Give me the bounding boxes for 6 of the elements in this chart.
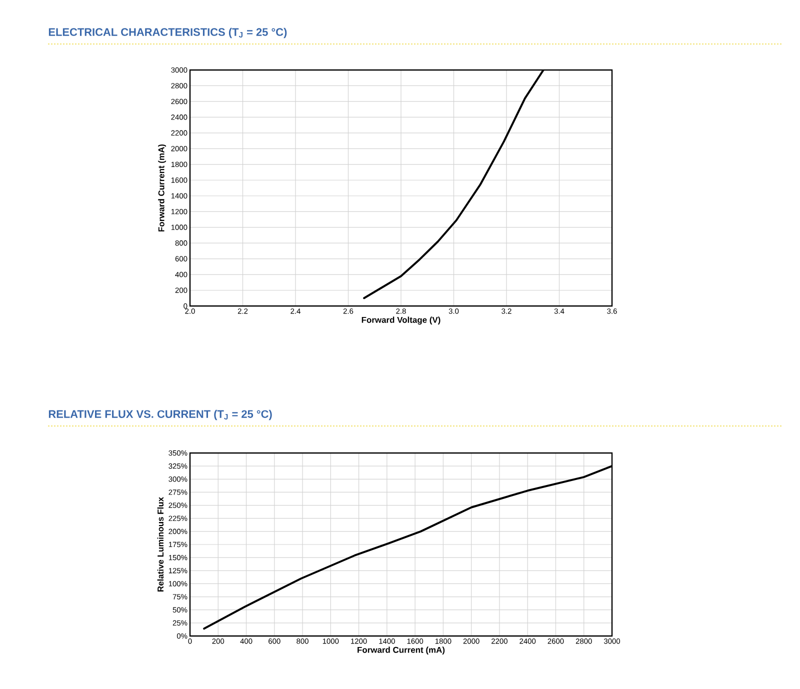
y-axis-title: Forward Current (mA) [158,144,166,232]
y-axis-title: Relative Luminous Flux [157,497,164,592]
chart-title: ELECTRICAL CHARACTERISTICS (T$_{J}$ = 25 °C) [48,28,287,38]
chart-title: RELATIVE FLUX VS. CURRENT (T$_{J}$ = 25 °C) [48,410,272,420]
x-axis-title: Forward Current (mA) [358,646,445,655]
x-axis-title: Forward Voltage (V) [362,316,440,325]
